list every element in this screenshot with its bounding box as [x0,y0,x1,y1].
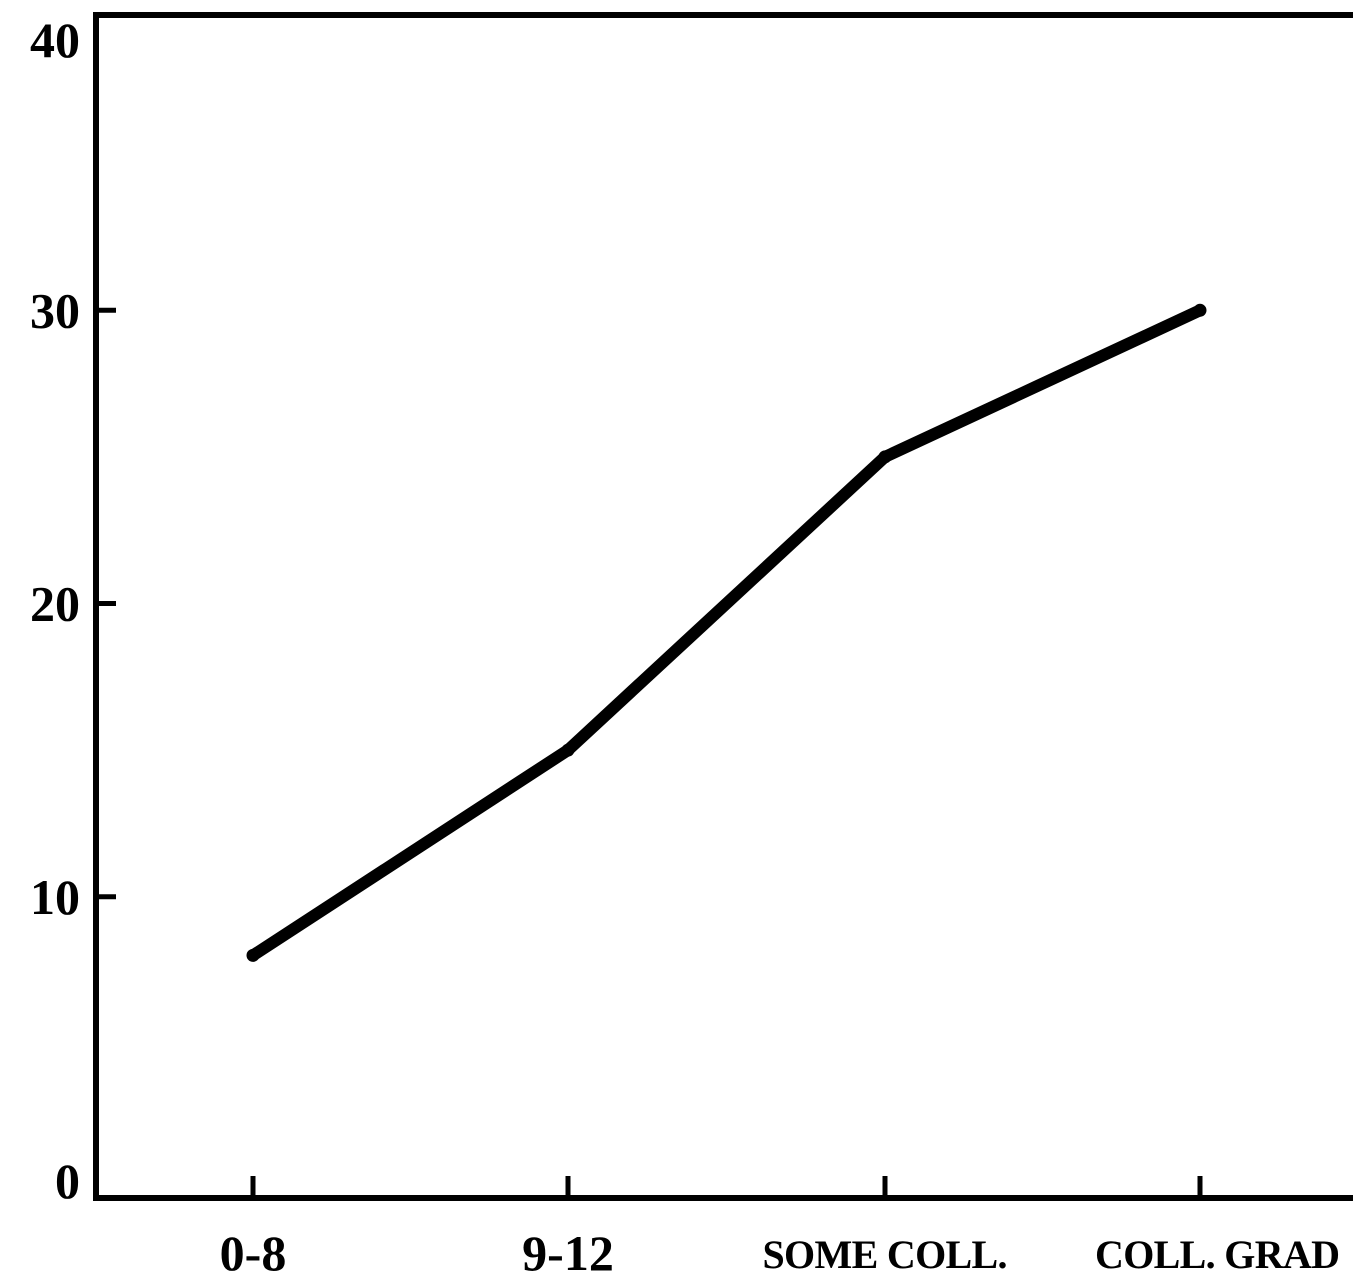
y-tick-label: 30 [30,282,80,338]
y-tick-label: 20 [30,576,80,632]
series [246,303,1207,962]
data-point [1193,303,1207,317]
data-point [246,948,260,962]
data-point [878,450,892,464]
x-tick-label: 0-8 [220,1225,287,1277]
y-tick-label: 0 [55,1153,80,1209]
y-tick-label: 10 [30,869,80,925]
x-tick-label: COLL. GRAD [1095,1232,1340,1277]
data-point [561,743,575,757]
y-ticks: 0 10 20 30 40 [30,12,116,1209]
x-tick-label: 9-12 [522,1225,614,1277]
x-tick-label: SOME COLL. [763,1232,1008,1277]
x-ticks: 0-8 9-12 SOME COLL. COLL. GRAD [220,1176,1340,1277]
series-line [247,304,1206,962]
y-tick-label: 40 [30,12,80,68]
